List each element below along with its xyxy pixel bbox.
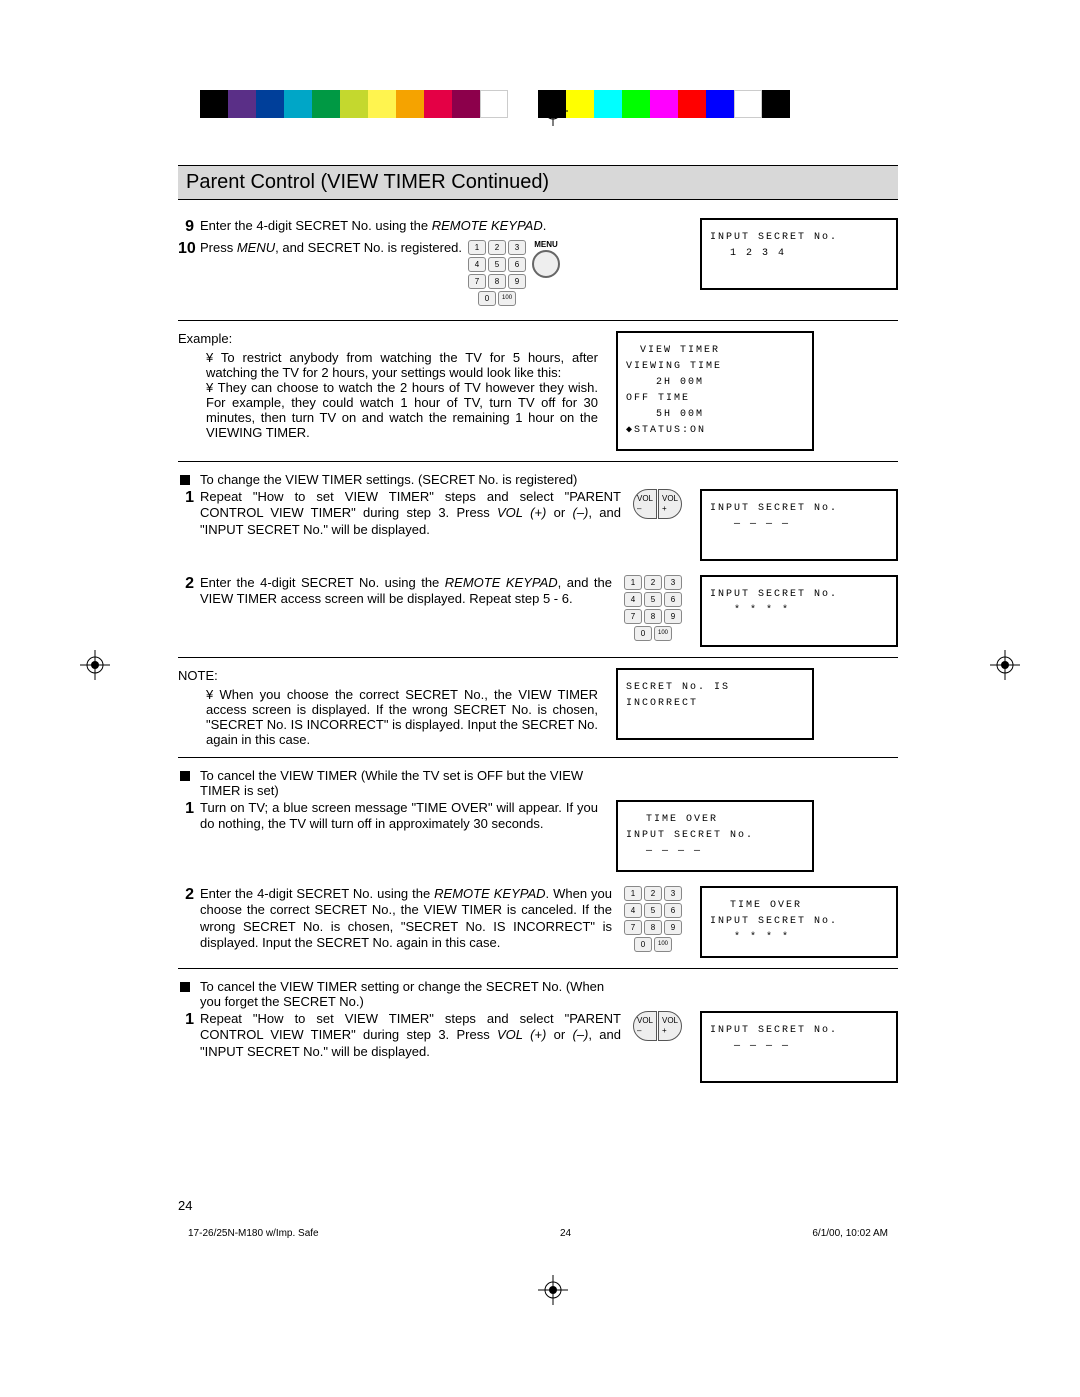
footer-right: 6/1/00, 10:02 AM <box>812 1228 888 1239</box>
tv-screen: INPUT SECRET No. — — — — <box>700 489 898 561</box>
tv-screen: TIME OVER INPUT SECRET No. — — — — <box>616 800 814 872</box>
step-text: Enter the 4-digit SECRET No. using the R… <box>200 575 682 641</box>
page-content: Parent Control (VIEW TIMER Continued) 9 … <box>178 165 898 1083</box>
tv-screen: TIME OVER INPUT SECRET No. * * * * <box>700 886 898 958</box>
example-heading: Example: <box>178 331 598 346</box>
keypad-icon: 123 456 789 0100 <box>624 575 682 641</box>
step-number: 1 <box>178 800 200 818</box>
step-text: Repeat "How to set VIEW TIMER" steps and… <box>200 489 682 538</box>
tv-screen: INPUT SECRET No. 1 2 3 4 <box>700 218 898 290</box>
note-heading: NOTE: <box>178 668 598 683</box>
example-bullet: ¥ They can choose to watch the 2 hours o… <box>178 380 598 440</box>
footer-mid: 24 <box>560 1228 571 1239</box>
step-number: 2 <box>178 575 200 593</box>
page-title: Parent Control (VIEW TIMER Continued) <box>178 165 898 200</box>
step-text: Enter the 4-digit SECRET No. using the R… <box>200 886 682 952</box>
footer: 17-26/25N-M180 w/Imp. Safe 24 6/1/00, 10… <box>178 1228 898 1239</box>
example-bullet: ¥ To restrict anybody from watching the … <box>178 350 598 380</box>
section-heading: To cancel the VIEW TIMER (While the TV s… <box>178 768 898 798</box>
page-number: 24 <box>178 1198 192 1213</box>
footer-left: 17-26/25N-M180 w/Imp. Safe <box>188 1228 319 1239</box>
volume-buttons-icon: VOL–VOL+ <box>633 489 682 519</box>
menu-button-icon <box>532 250 560 278</box>
section-heading: To cancel the VIEW TIMER setting or chan… <box>178 979 898 1009</box>
step-text: Repeat "How to set VIEW TIMER" steps and… <box>200 1011 682 1060</box>
step-number: 10 <box>178 240 200 258</box>
step-number: 9 <box>178 218 200 236</box>
menu-label: MENU <box>532 240 560 250</box>
tv-screen: INPUT SECRET No. * * * * <box>700 575 898 647</box>
volume-buttons-icon: VOL–VOL+ <box>633 1011 682 1041</box>
step-text: Turn on TV; a blue screen message "TIME … <box>200 800 598 833</box>
step-number: 1 <box>178 489 200 507</box>
keypad-icon: 123 456 789 0100 <box>624 886 682 952</box>
registration-mark-icon <box>538 96 568 126</box>
registration-mark-icon <box>80 650 110 680</box>
tv-screen: VIEW TIMER VIEWING TIME 2H 00M OFF TIME … <box>616 331 814 451</box>
tv-screen: SECRET No. IS INCORRECT <box>616 668 814 740</box>
step-number: 2 <box>178 886 200 904</box>
step-number: 1 <box>178 1011 200 1029</box>
tv-screen: INPUT SECRET No. — — — — <box>700 1011 898 1083</box>
note-bullet: ¥ When you choose the correct SECRET No.… <box>178 687 598 747</box>
section-heading: To change the VIEW TIMER settings. (SECR… <box>178 472 898 487</box>
printer-color-bar <box>200 90 790 118</box>
registration-mark-icon <box>990 650 1020 680</box>
keypad-icon: 123 456 789 0100 <box>468 240 526 306</box>
step-text: Enter the 4-digit SECRET No. using the R… <box>200 218 682 234</box>
registration-mark-icon <box>538 1275 568 1305</box>
step-text: Press MENU, and SECRET No. is registered… <box>200 240 682 306</box>
